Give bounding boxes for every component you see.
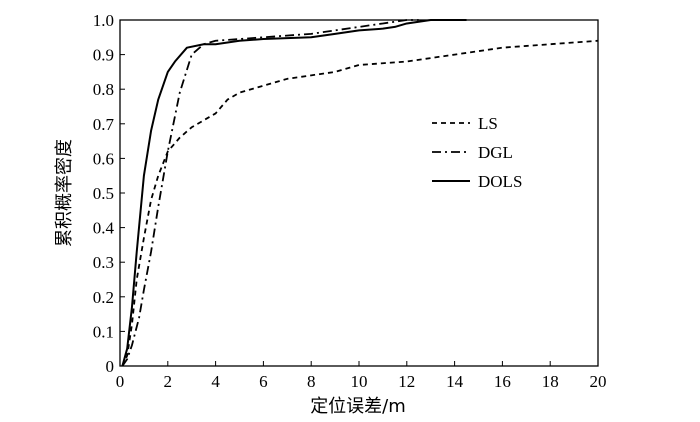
x-tick-label: 0 — [116, 372, 125, 391]
legend-label-dols: DOLS — [478, 172, 522, 191]
y-tick-label: 0.3 — [93, 253, 114, 272]
y-tick-label: 0.9 — [93, 46, 114, 65]
x-tick-label: 10 — [351, 372, 368, 391]
x-tick-label: 12 — [398, 372, 415, 391]
y-tick-label: 0.4 — [93, 219, 115, 238]
y-tick-label: 0.5 — [93, 184, 114, 203]
y-tick-label: 0 — [106, 357, 115, 376]
y-tick-label: 0.6 — [93, 149, 114, 168]
x-tick-label: 16 — [494, 372, 511, 391]
y-tick-label: 1.0 — [93, 11, 114, 30]
x-tick-label: 14 — [446, 372, 464, 391]
y-tick-label: 0.7 — [93, 115, 115, 134]
legend-label-ls: LS — [478, 114, 498, 133]
series-line-dols — [121, 19, 467, 367]
legend-label-dgl: DGL — [478, 143, 513, 162]
x-tick-label: 18 — [542, 372, 559, 391]
x-tick-label: 8 — [307, 372, 316, 391]
x-axis-title: 定位误差/m — [310, 396, 406, 417]
y-tick-label: 0.8 — [93, 80, 114, 99]
series-line-ls — [121, 39, 599, 367]
y-tick-label: 0.2 — [93, 288, 114, 307]
x-tick-label: 20 — [590, 372, 607, 391]
x-tick-label: 4 — [211, 372, 220, 391]
x-tick-label: 2 — [164, 372, 173, 391]
plot-area-frame — [119, 19, 599, 367]
x-tick-label: 6 — [259, 372, 268, 391]
series-line-dgl — [121, 19, 419, 367]
y-tick-label: 0.1 — [93, 322, 114, 341]
y-axis-title: 累积概率密度 — [54, 139, 75, 247]
